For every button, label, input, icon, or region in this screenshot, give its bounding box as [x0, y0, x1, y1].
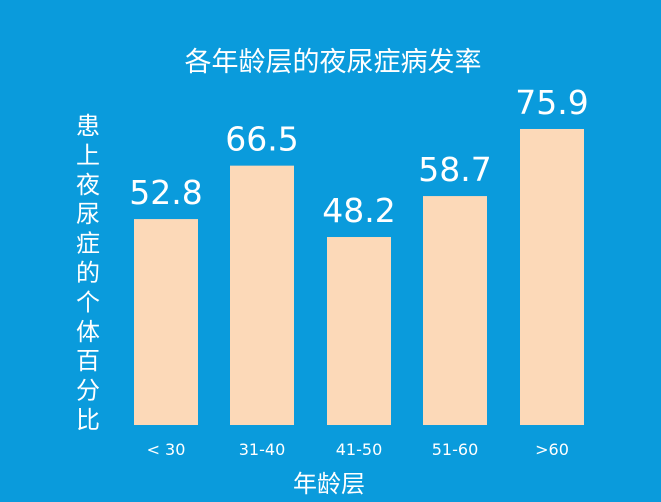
value-label-5: 75.9	[515, 83, 588, 122]
value-label-1: 52.8	[129, 173, 202, 212]
value-label-3: 48.2	[322, 191, 395, 230]
x-axis-label: 年龄层	[293, 470, 365, 498]
bars	[134, 128, 584, 426]
bar-2	[230, 165, 294, 425]
chart-title: 各年龄层的夜尿症病发率	[185, 47, 482, 78]
x-tick-label-1: < 30	[147, 440, 186, 459]
x-tick-label-4: 51-60	[432, 440, 479, 459]
value-labels: 52.8 66.5 48.2 58.7 75.9	[129, 83, 588, 230]
value-label-4: 58.7	[418, 150, 491, 189]
x-tick-label-3: 41-50	[336, 440, 383, 459]
value-label-2: 66.5	[225, 120, 298, 159]
bar-3	[327, 237, 391, 425]
x-tick-label-5: >60	[535, 440, 569, 459]
x-tick-labels: < 30 31-40 41-50 51-60 >60	[147, 440, 569, 459]
x-tick-label-2: 31-40	[239, 440, 286, 459]
bar-4	[423, 196, 487, 425]
bar-1	[134, 219, 198, 425]
y-axis-label-text: 患上夜尿症的个体百分比	[76, 112, 100, 434]
bar-5	[520, 128, 584, 426]
y-axis-label: 患上夜尿症的个体百分比	[76, 112, 100, 434]
